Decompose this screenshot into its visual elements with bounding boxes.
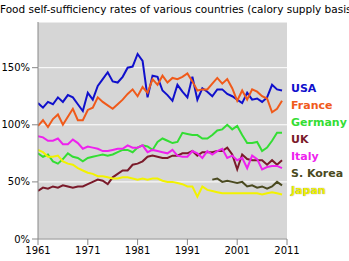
html-text:France: France: [291, 99, 333, 112]
svg-text:1981: 1981: [125, 245, 150, 256]
html-text:Germany: Germany: [291, 116, 347, 129]
svg-text:1991: 1991: [175, 245, 200, 256]
svg-text:1961: 1961: [25, 245, 50, 256]
html-text:UK: UK: [291, 133, 309, 146]
svg-text:0%: 0%: [14, 234, 30, 245]
html-text:Italy: Italy: [291, 150, 319, 163]
svg-text:2011: 2011: [274, 245, 299, 256]
html-text:Japan: Japan: [291, 184, 326, 197]
svg-text:50%: 50%: [8, 176, 30, 187]
html-text:USA: USA: [291, 82, 317, 95]
svg-text:1971: 1971: [75, 245, 100, 256]
svg-text:100%: 100%: [8, 119, 30, 130]
svg-text:2001: 2001: [224, 245, 249, 256]
html-text:S. Korea: S. Korea: [291, 167, 344, 180]
svg-text:150%: 150%: [8, 62, 30, 73]
